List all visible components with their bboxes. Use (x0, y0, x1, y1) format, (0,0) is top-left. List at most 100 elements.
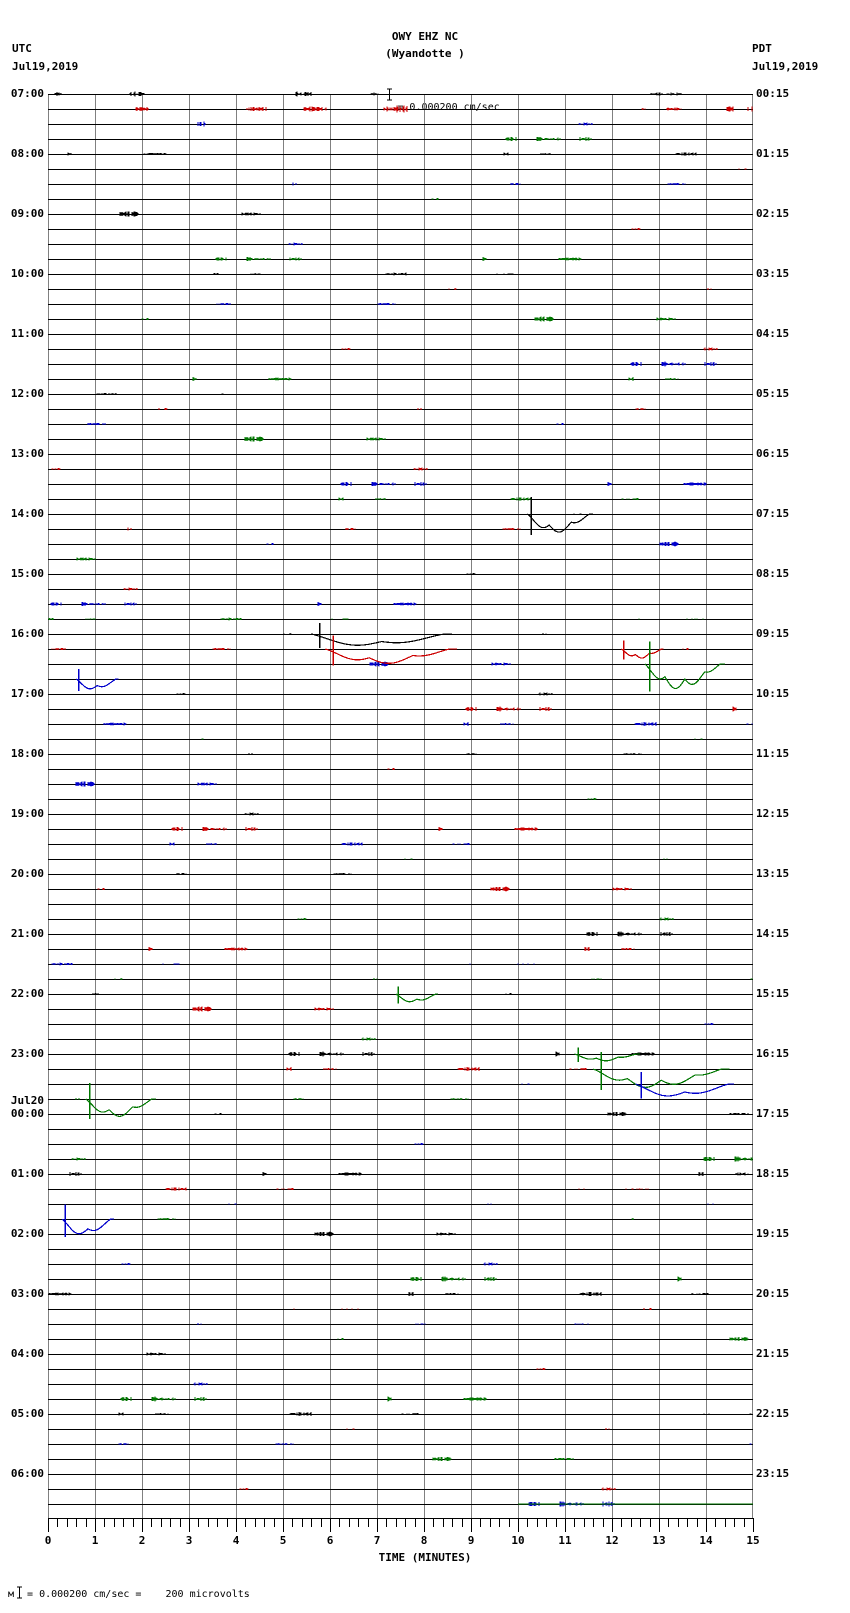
trace-segment (635, 1083, 735, 1097)
trace-segment (85, 1098, 157, 1118)
trace-segment (466, 572, 476, 576)
trace-baseline (48, 469, 753, 470)
utc-row-label: 06:00 (10, 1467, 44, 1480)
trace-segment (141, 316, 676, 322)
trace-segment (592, 1068, 730, 1089)
axis-tick-label: 1 (91, 1534, 99, 1547)
utc-date-label: Jul19,2019 (12, 60, 79, 73)
axis-tick-major (142, 1518, 143, 1532)
trace-baseline (48, 1219, 753, 1220)
pdt-row-label: 14:15 (756, 927, 790, 940)
trace-baseline (48, 1159, 753, 1160)
trace-baseline (48, 289, 753, 290)
trace-segment (121, 1262, 498, 1266)
axis-tick-minor (348, 1518, 350, 1527)
trace-baseline (48, 379, 753, 380)
trace-baseline (48, 1414, 753, 1415)
utc-row-label: 07:00 (10, 87, 44, 100)
trace-segment (521, 1083, 530, 1085)
trace-baseline (48, 634, 753, 635)
trace-baseline (48, 454, 753, 455)
axis-tick-minor (508, 1518, 510, 1527)
footer-prefix: м (8, 1589, 15, 1600)
trace-baseline (48, 1114, 753, 1115)
trace-baseline (48, 964, 753, 965)
trace-baseline (48, 1264, 753, 1265)
trace-baseline (48, 1444, 753, 1445)
trace-segment (67, 152, 697, 156)
trace-segment (448, 288, 712, 290)
trace-baseline (48, 1054, 753, 1055)
trace-segment (171, 826, 538, 832)
pdt-row-label: 20:15 (756, 1287, 790, 1300)
trace-baseline (48, 679, 753, 680)
axis-tick-minor (696, 1518, 698, 1527)
pdt-row-label: 09:15 (756, 627, 790, 640)
trace-segment (213, 272, 514, 276)
trace-baseline (48, 169, 753, 170)
axis-tick-label: 12 (605, 1534, 619, 1547)
axis-tick-label: 8 (420, 1534, 428, 1547)
trace-segment (118, 1412, 752, 1416)
trace-baseline (48, 859, 753, 860)
axis-tick-minor (621, 1518, 623, 1527)
trace-baseline (48, 694, 753, 695)
trace-segment (146, 1352, 166, 1356)
utc-row-label: 02:00 (10, 1227, 44, 1240)
trace-segment (119, 211, 261, 217)
trace-segment (297, 917, 674, 921)
utc-day-marker: Jul20 (10, 1094, 44, 1107)
vertical-gridline (612, 94, 613, 1518)
pdt-row-label: 18:15 (756, 1167, 790, 1180)
axis-tick-minor (677, 1518, 679, 1527)
trace-segment (395, 993, 439, 1003)
trace-segment (148, 947, 635, 951)
axis-tick-major (565, 1518, 566, 1532)
trace-segment (215, 257, 582, 261)
pdt-row-label: 21:15 (756, 1347, 790, 1360)
pdt-row-label: 17:15 (756, 1107, 790, 1120)
vertical-gridline (283, 94, 284, 1518)
trace-segment (157, 1218, 634, 1220)
axis-tick-minor (123, 1518, 125, 1527)
x-axis-title: TIME (MINUTES) (378, 1551, 472, 1564)
trace-baseline (48, 919, 753, 920)
axis-tick-minor (132, 1518, 134, 1527)
trace-segment (75, 781, 217, 787)
axis-tick-major (283, 1518, 284, 1532)
axis-tick-minor (574, 1518, 576, 1527)
pdt-row-label: 13:15 (756, 867, 790, 880)
utc-row-label: 08:00 (10, 147, 44, 160)
trace-baseline (48, 664, 753, 665)
axis-tick-minor (264, 1518, 266, 1527)
axis-tick-minor (442, 1518, 444, 1527)
vertical-gridline (518, 94, 519, 1518)
axis-tick-minor (217, 1518, 219, 1527)
axis-tick-minor (254, 1518, 256, 1527)
helicorder-plot[interactable] (48, 91, 753, 1518)
trace-segment (192, 377, 679, 381)
pdt-row-label: 06:15 (756, 447, 790, 460)
axis-tick-minor (461, 1518, 463, 1527)
trace-segment (197, 1323, 589, 1325)
axis-tick-minor (687, 1518, 689, 1527)
utc-row-label: 13:00 (10, 447, 44, 460)
axis-tick-minor (358, 1518, 360, 1527)
axis-tick-minor (273, 1518, 275, 1527)
trace-segment (248, 752, 642, 756)
trace-baseline (48, 619, 753, 620)
axis-tick-minor (724, 1518, 726, 1527)
axis-tick-minor (339, 1518, 341, 1527)
axis-baseline (48, 1518, 754, 1519)
trace-segment (574, 1053, 641, 1062)
axis-tick-minor (179, 1518, 181, 1527)
trace-segment (69, 1171, 749, 1177)
utc-row-label: 21:00 (10, 927, 44, 940)
trace-baseline (48, 649, 753, 650)
trace-segment (197, 121, 593, 127)
trace-segment (87, 422, 564, 426)
trace-segment (266, 541, 679, 547)
utc-row-label: 19:00 (10, 807, 44, 820)
trace-baseline (48, 1354, 753, 1355)
axis-tick-minor (57, 1518, 59, 1527)
